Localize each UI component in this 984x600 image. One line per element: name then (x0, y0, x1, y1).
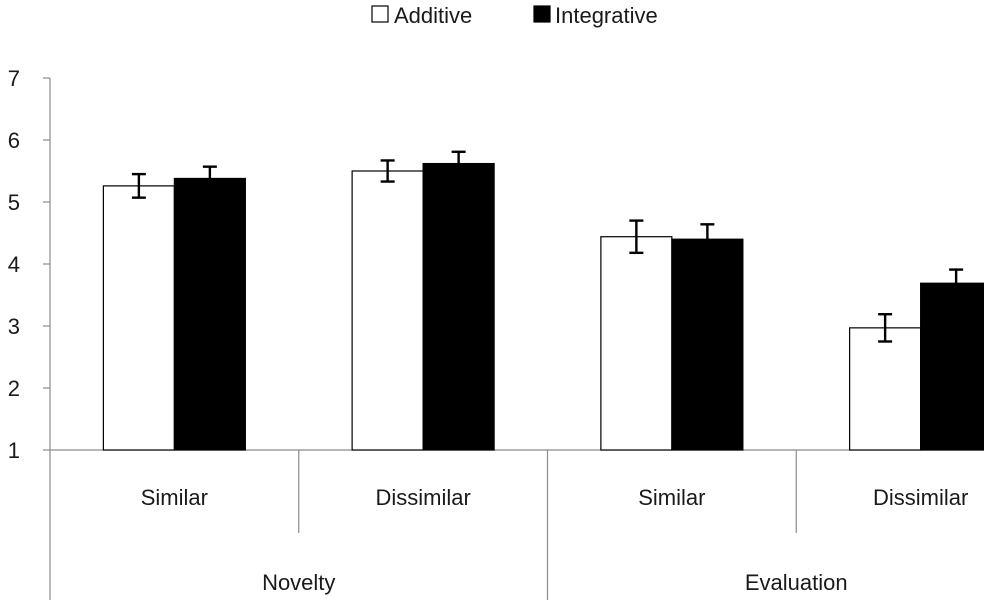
x-category-label: Dissimilar (375, 485, 470, 510)
x-category-label: Similar (141, 485, 208, 510)
error-bar (700, 223, 715, 256)
bar-additive-1 (351, 170, 424, 451)
y-tick-label: 3 (8, 314, 20, 339)
y-tick-label: 6 (8, 128, 20, 153)
error-bar (202, 165, 217, 192)
y-tick-label: 1 (8, 438, 20, 463)
y-tick-label: 2 (8, 376, 20, 401)
x-axis-labels: Similar Dissimilar Similar Dissimilar Novelt… (141, 485, 969, 595)
x-category-label: Similar (638, 485, 705, 510)
error-bar (629, 219, 644, 255)
bar-integrative-3 (920, 282, 984, 451)
error-bar (949, 268, 964, 299)
error-bars (131, 150, 964, 343)
y-tick-label: 5 (8, 190, 20, 215)
y-tick-label: 4 (8, 252, 20, 277)
bar-integrative-1 (422, 162, 495, 451)
bar-additive-3 (849, 327, 922, 451)
legend-label-integrative: Integrative (555, 3, 658, 28)
bar-integrative-0 (173, 177, 246, 451)
error-bar (380, 159, 395, 183)
bar-additive-2 (600, 236, 673, 451)
x-group-label: Novelty (262, 570, 335, 595)
error-bar (878, 313, 893, 343)
x-category-label: Dissimilar (873, 485, 968, 510)
bars (102, 162, 984, 451)
legend-label-additive: Additive (394, 3, 472, 28)
x-group-label: Evaluation (745, 570, 848, 595)
legend-swatch-additive (371, 5, 389, 23)
legend: Additive Integrative (371, 3, 658, 28)
error-bar (131, 172, 146, 199)
y-tick-label: 7 (8, 66, 20, 91)
error-bar (451, 150, 466, 177)
legend-swatch-integrative (533, 5, 551, 23)
bar-integrative-2 (671, 238, 744, 451)
bar-additive-0 (102, 185, 175, 451)
